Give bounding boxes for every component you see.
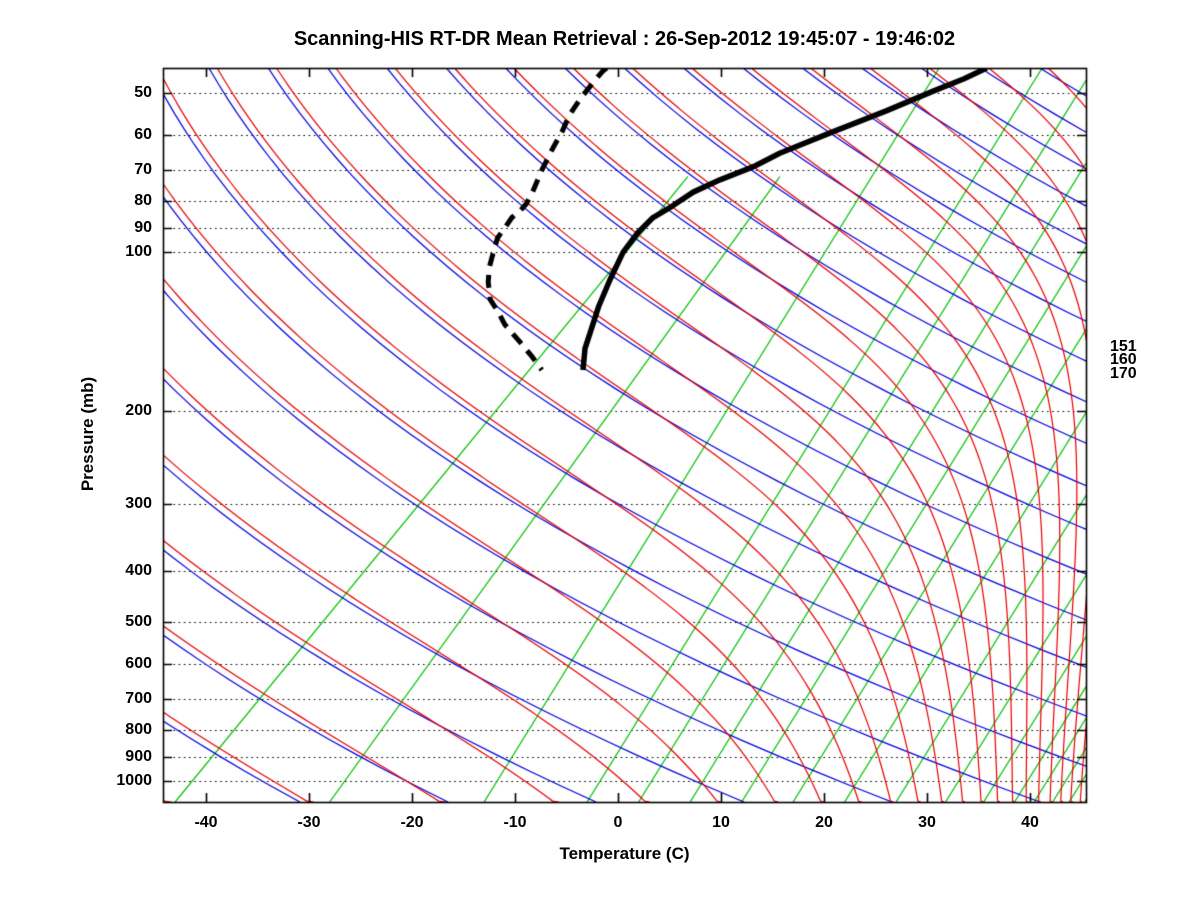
y-tick-label: 700 [125, 690, 152, 708]
y-tick-label: 300 [125, 495, 152, 513]
y-tick-label: 60 [134, 125, 152, 143]
y-tick-label: 900 [125, 747, 152, 765]
x-tick-label: 40 [1021, 814, 1039, 831]
x-tick-label: -10 [503, 814, 527, 831]
x-tick-label: -20 [400, 814, 424, 831]
y-tick-label: 70 [134, 161, 152, 179]
chart-title: Scanning-HIS RT-DR Mean Retrieval : 26-S… [293, 28, 956, 50]
flight-level-label: 151 [1110, 337, 1137, 355]
flight-level-label: 160 [1110, 351, 1137, 369]
y-tick-label: 400 [125, 561, 152, 579]
x-tick-label: -40 [194, 814, 218, 831]
y-tick-label: 50 [134, 83, 152, 101]
y-tick-label: 500 [125, 612, 152, 630]
y-tick-label: 80 [134, 191, 152, 209]
x-tick-label: 10 [712, 814, 730, 831]
x-tick-label: 30 [918, 814, 936, 831]
y-tick-label: 800 [125, 720, 152, 738]
y-tick-label: 1000 [116, 771, 152, 789]
y-tick-label: 90 [134, 218, 152, 236]
y-tick-label: 100 [125, 243, 152, 261]
x-axis-label: Temperature (C) [559, 844, 690, 863]
x-tick-label: 0 [613, 814, 623, 831]
x-tick-label: 20 [815, 814, 833, 831]
x-tick-label: -30 [297, 814, 321, 831]
y-tick-label: 600 [125, 654, 152, 672]
y-tick-label: 200 [125, 402, 152, 420]
flight-level-label: 170 [1110, 365, 1137, 382]
